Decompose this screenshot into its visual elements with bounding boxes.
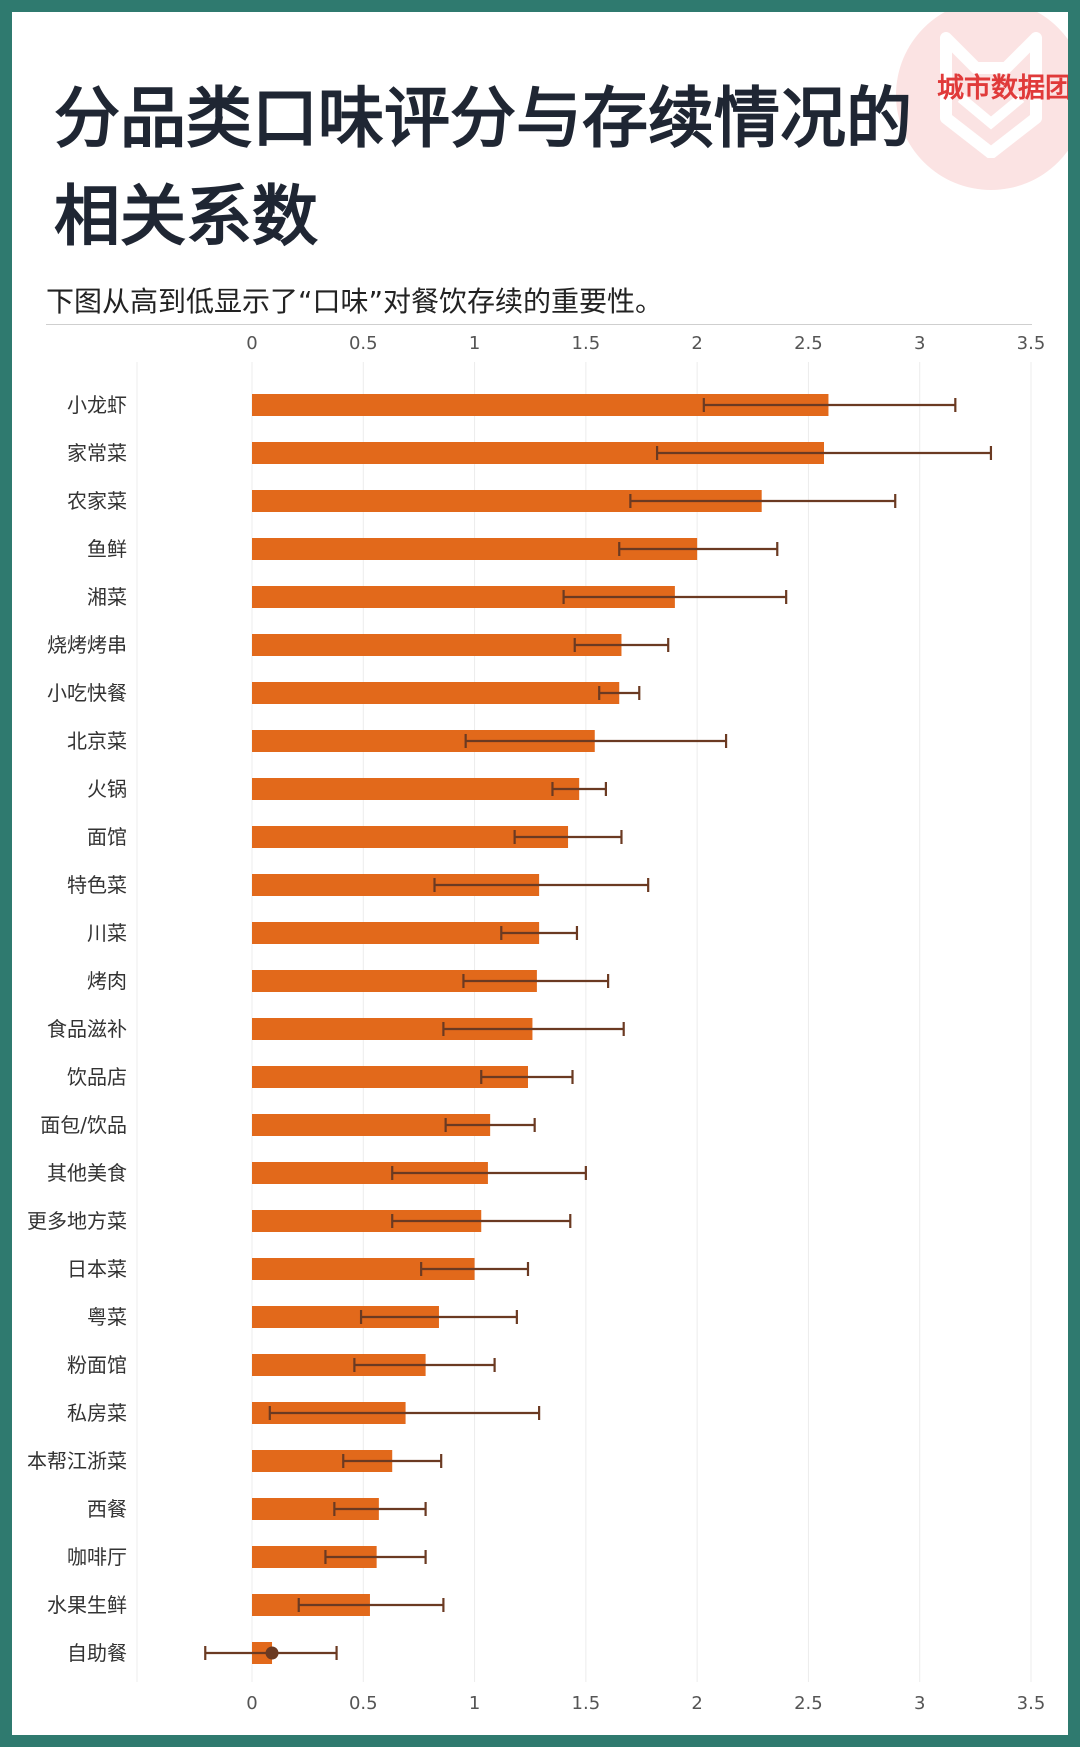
x-tick-label-top: 2 xyxy=(691,333,702,354)
category-label: 农家菜 xyxy=(67,489,127,513)
category-label: 小龙虾 xyxy=(67,393,127,417)
category-label: 粤菜 xyxy=(87,1305,127,1329)
category-label: 食品滋补 xyxy=(47,1017,127,1041)
brand-name: 城市数据团 xyxy=(937,73,1068,104)
x-tick-label-bottom: 0 xyxy=(246,1693,257,1714)
category-label: 更多地方菜 xyxy=(27,1209,127,1233)
category-label: 烧烤烤串 xyxy=(47,633,127,657)
bar xyxy=(252,1546,377,1568)
bar xyxy=(252,1306,439,1328)
category-label: 本帮江浙菜 xyxy=(27,1449,127,1473)
category-label: 粉面馆 xyxy=(67,1353,127,1377)
bar xyxy=(252,442,825,464)
x-axis-bottom: 0 0.5 1 1.5 2 2.5 3 3.5 xyxy=(246,1693,1045,1714)
bars xyxy=(252,394,829,1664)
x-tick-label-bottom: 1 xyxy=(469,1693,480,1714)
category-label: 火锅 xyxy=(87,777,127,801)
bar-chart: 0 0.5 1 1.5 2 2.5 3 3.5 0 0.5 1 1.5 2 2.5 3 3.5 小龙虾家常菜… xyxy=(27,333,1045,1714)
category-label: 小吃快餐 xyxy=(47,681,127,705)
bar xyxy=(252,1258,475,1280)
bar xyxy=(252,1450,393,1472)
bar xyxy=(252,538,698,560)
cat-logo-icon xyxy=(940,32,1042,158)
chart-title: 分品类口味评分与存续情况的相关系数 xyxy=(54,80,912,255)
bar xyxy=(252,778,580,800)
bar xyxy=(252,970,537,992)
category-label: 面包/饮品 xyxy=(40,1113,127,1137)
category-label: 日本菜 xyxy=(67,1257,127,1281)
point-marker xyxy=(265,1646,279,1660)
x-tick-label-bottom: 3 xyxy=(914,1693,925,1714)
bar xyxy=(252,1018,533,1040)
error-bars xyxy=(204,398,993,1660)
category-label: 饮品店 xyxy=(67,1065,127,1089)
bar xyxy=(252,730,595,752)
bar xyxy=(252,394,829,416)
category-label: 咖啡厅 xyxy=(67,1545,127,1569)
category-label: 面馆 xyxy=(87,825,127,849)
bar xyxy=(252,682,620,704)
x-tick-label-top: 2.5 xyxy=(794,333,823,354)
bar xyxy=(252,586,675,608)
category-labels: 小龙虾家常菜农家菜鱼鲜湘菜烧烤烤串小吃快餐北京菜火锅面馆特色菜川菜烤肉食品滋补饮… xyxy=(27,393,127,1665)
x-tick-label-bottom: 3.5 xyxy=(1017,1693,1046,1714)
x-tick-label-bottom: 0.5 xyxy=(349,1693,378,1714)
category-label: 水果生鲜 xyxy=(47,1593,127,1617)
category-label: 家常菜 xyxy=(67,441,127,465)
bar xyxy=(252,1114,491,1136)
chart-subtitle: 下图从高到低显示了“口味”对餐饮存续的重要性。 xyxy=(46,285,664,318)
x-axis-top: 0 0.5 1 1.5 2 2.5 3 3.5 xyxy=(246,333,1045,354)
bar xyxy=(252,490,762,512)
bar xyxy=(252,922,540,944)
x-tick-label-top: 0 xyxy=(246,333,257,354)
bar xyxy=(252,1066,528,1088)
category-label: 特色菜 xyxy=(67,873,127,897)
x-tick-label-bottom: 2 xyxy=(691,1693,702,1714)
x-tick-label-top: 1 xyxy=(469,333,480,354)
bar xyxy=(252,874,540,896)
category-label: 自助餐 xyxy=(67,1641,127,1665)
bar xyxy=(252,1354,426,1376)
x-tick-label-bottom: 2.5 xyxy=(794,1693,823,1714)
bar xyxy=(252,1498,379,1520)
x-tick-label-top: 1.5 xyxy=(572,333,601,354)
category-label: 北京菜 xyxy=(67,729,127,753)
category-label: 烤肉 xyxy=(87,969,127,993)
category-label: 鱼鲜 xyxy=(87,537,127,561)
x-tick-label-top: 0.5 xyxy=(349,333,378,354)
bar xyxy=(252,1210,482,1232)
x-tick-label-bottom: 1.5 xyxy=(572,1693,601,1714)
bar xyxy=(252,634,622,656)
x-tick-label-top: 3.5 xyxy=(1017,333,1046,354)
brand-logo: 城市数据团 xyxy=(896,12,1068,190)
bar xyxy=(252,1162,488,1184)
x-tick-label-top: 3 xyxy=(914,333,925,354)
category-label: 湘菜 xyxy=(87,585,127,609)
bar xyxy=(252,826,569,848)
category-label: 其他美食 xyxy=(47,1161,127,1185)
chart-card: 城市数据团 分品类口味评分与存续情况的相关系数 下图从高到低显示了“口味”对餐饮… xyxy=(12,12,1068,1735)
category-label: 川菜 xyxy=(87,921,127,945)
category-label: 私房菜 xyxy=(67,1401,127,1425)
header-divider xyxy=(46,324,1032,325)
category-label: 西餐 xyxy=(87,1497,127,1521)
